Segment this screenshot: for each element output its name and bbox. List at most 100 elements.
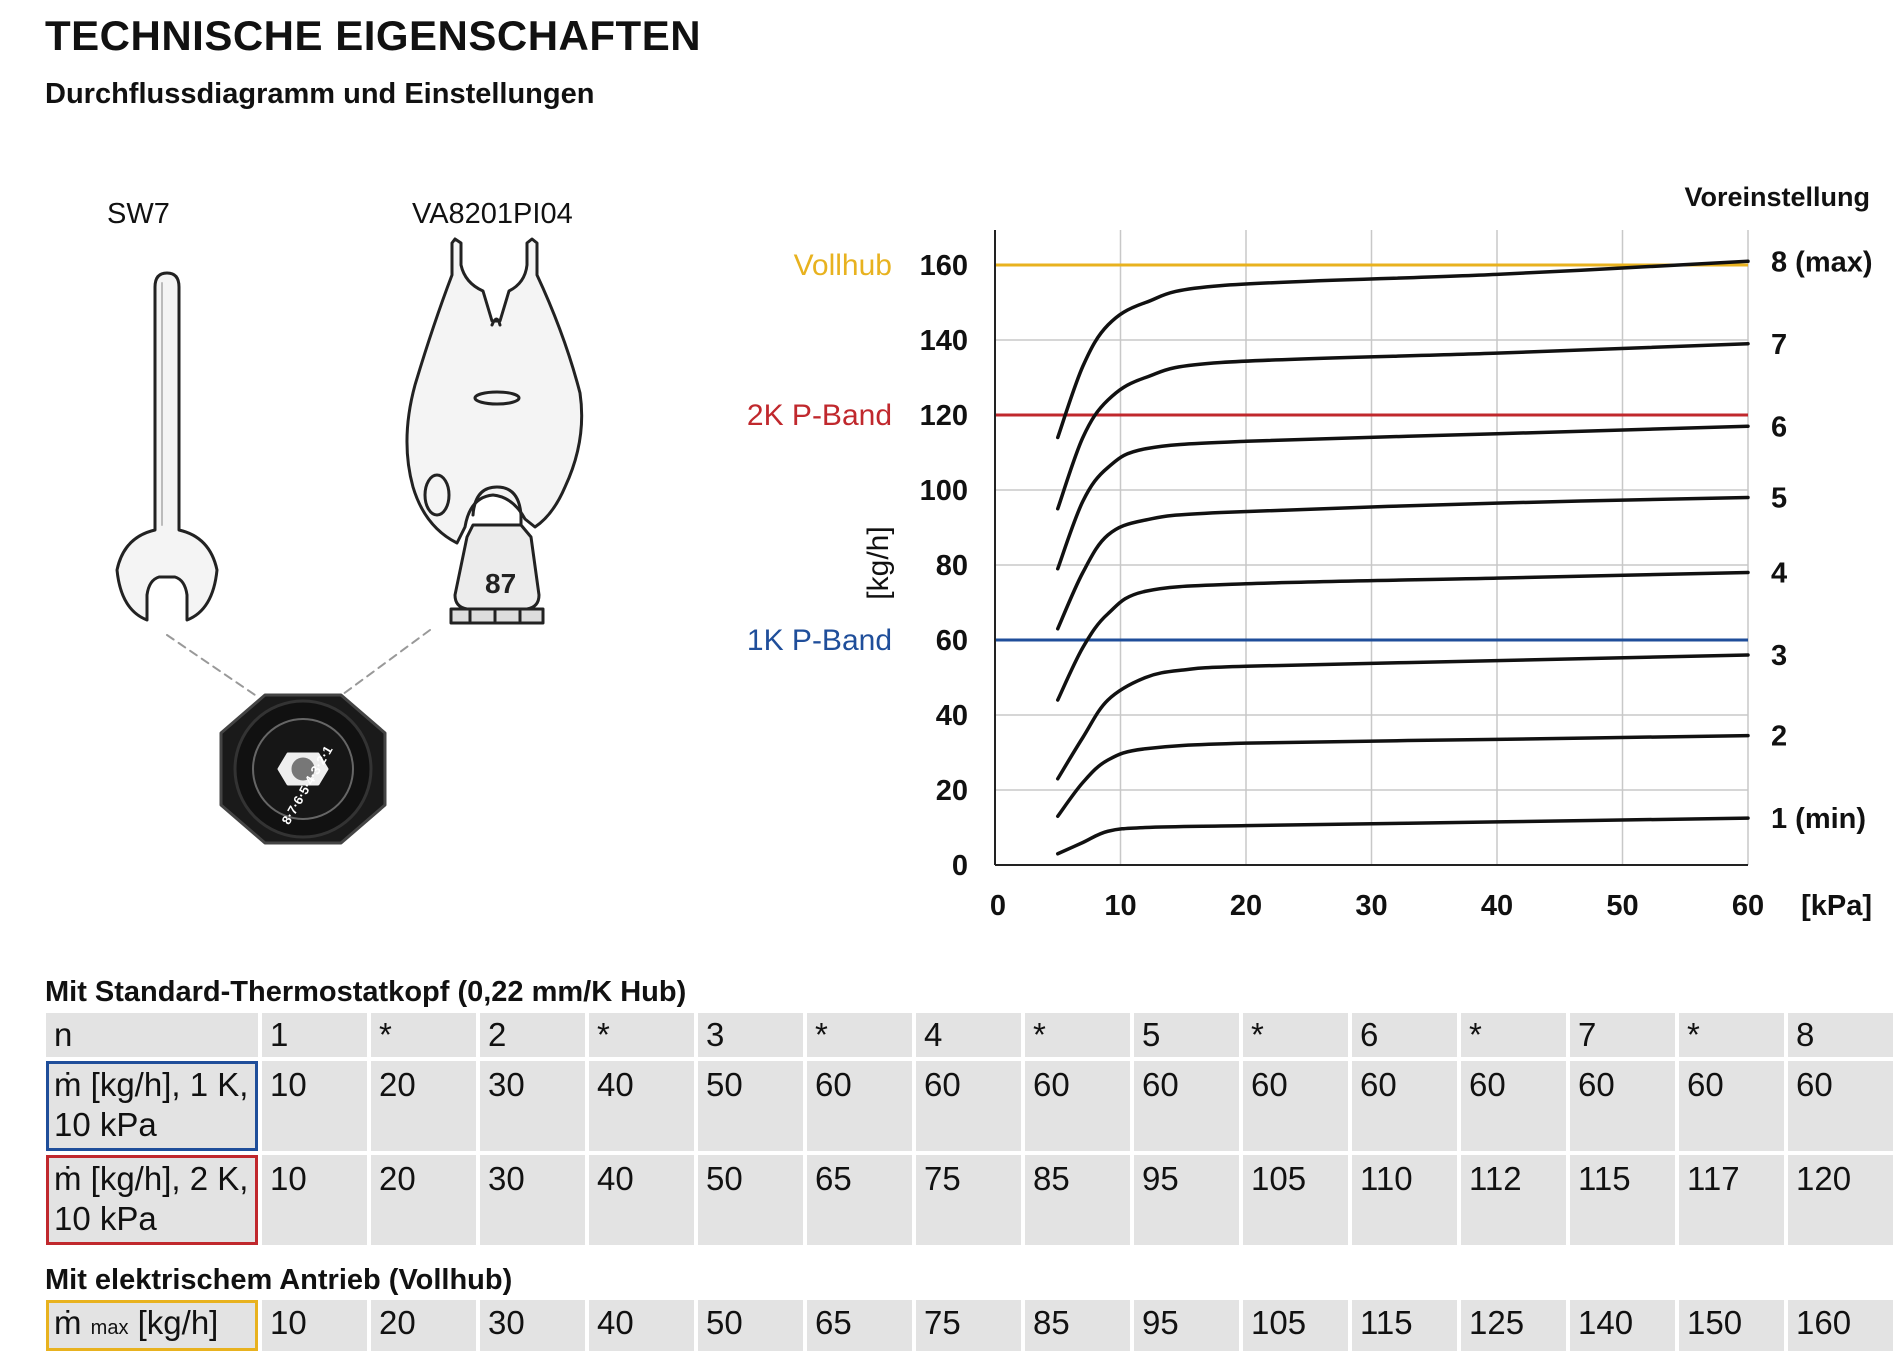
y-tick-label: 120: [920, 400, 968, 432]
series-line: [1056, 816, 1750, 856]
table-cell: 65: [807, 1300, 912, 1351]
series-label: 2: [1771, 721, 1787, 753]
table-cell: 115: [1352, 1300, 1457, 1351]
reference-line-label: Vollhub: [794, 249, 892, 282]
table-cell: 65: [807, 1155, 912, 1245]
row-label: ṁ [kg/h], 2 K, 10 kPa: [46, 1155, 258, 1245]
x-tick-label: 60: [1732, 890, 1764, 922]
table-cell: *: [807, 1013, 912, 1057]
row-label: ṁ [kg/h], 1 K, 10 kPa: [46, 1061, 258, 1151]
table-cell: 7: [1570, 1013, 1675, 1057]
table-cell: 10: [262, 1061, 367, 1151]
table-cell: 112: [1461, 1155, 1566, 1245]
table-cell: 60: [1025, 1061, 1130, 1151]
table-cell: 95: [1134, 1300, 1239, 1351]
table-cell: 60: [916, 1061, 1021, 1151]
table-cell: 160: [1788, 1300, 1893, 1351]
table-cell: 5: [1134, 1013, 1239, 1057]
y-tick-label: 20: [936, 775, 968, 807]
table-cell: 30: [480, 1061, 585, 1151]
standard-table-heading: Mit Standard-Thermostatkopf (0,22 mm/K H…: [45, 976, 687, 1008]
row-label: ṁ max [kg/h]: [46, 1300, 258, 1351]
series-line: [1056, 570, 1750, 702]
table-cell: 105: [1243, 1300, 1348, 1351]
table-row: ṁ max [kg/h] 10 20 30 40 50 65 75 85 95 105 115 125…: [46, 1300, 1893, 1351]
table-cell: 75: [916, 1300, 1021, 1351]
series-label: 8 (max): [1771, 246, 1873, 278]
table-cell: *: [1461, 1013, 1566, 1057]
electric-actuator-table: ṁ max [kg/h] 10 20 30 40 50 65 75 85 95 105 115 125…: [42, 1296, 1897, 1355]
table-cell: 10: [262, 1155, 367, 1245]
series-line: [1056, 342, 1750, 511]
table-cell: 140: [1570, 1300, 1675, 1351]
table-cell: *: [371, 1013, 476, 1057]
page-title: TECHNISCHE EIGENSCHAFTEN: [45, 12, 702, 59]
table-cell: 60: [1461, 1061, 1566, 1151]
table-cell: 60: [1352, 1061, 1457, 1151]
table-cell: 125: [1461, 1300, 1566, 1351]
y-tick-label: 160: [920, 250, 968, 282]
x-tick-label: 40: [1481, 890, 1513, 922]
table-cell: 117: [1679, 1155, 1784, 1245]
table-cell: 75: [916, 1155, 1021, 1245]
key-number-label: 87: [485, 568, 516, 599]
series-line: [1056, 733, 1750, 818]
chart-axes: 0 10 20 30 40 50 60 0 20 40 60 80 100 120 140 160: [920, 230, 1764, 922]
reference-line-label: 1K P-Band: [747, 624, 892, 657]
series-label: 5: [1771, 483, 1787, 515]
table-cell: 3: [698, 1013, 803, 1057]
table-row: ṁ [kg/h], 1 K, 10 kPa 10 20 30 40 50 60 60 60 60 6…: [46, 1061, 1893, 1151]
table-cell: *: [1243, 1013, 1348, 1057]
y-axis-label: [kg/h]: [862, 526, 895, 599]
table-cell: *: [1025, 1013, 1130, 1057]
table-cell: 1: [262, 1013, 367, 1057]
x-tick-label: 50: [1606, 890, 1638, 922]
table-cell: 40: [589, 1155, 694, 1245]
table-cell: 60: [1788, 1061, 1893, 1151]
table-cell: 50: [698, 1155, 803, 1245]
x-tick-label: 0: [990, 890, 1006, 922]
chart-series: 1 (min) 2 3 4 5 6 7 8 (max): [1056, 246, 1873, 856]
series-line: [1056, 653, 1750, 781]
y-tick-label: 40: [936, 700, 968, 732]
table-cell: 60: [1134, 1061, 1239, 1151]
actuator-table-heading: Mit elektrischem Antrieb (Vollhub): [45, 1264, 513, 1296]
table-cell: 20: [371, 1061, 476, 1151]
table-cell: 50: [698, 1061, 803, 1151]
table-cell: 2: [480, 1013, 585, 1057]
table-cell: 115: [1570, 1155, 1675, 1245]
table-cell: 40: [589, 1061, 694, 1151]
table-cell: *: [589, 1013, 694, 1057]
y-tick-label: 60: [936, 625, 968, 657]
table-row: n 1 * 2 * 3 * 4 * 5 * 6 * 7 * 8: [46, 1013, 1893, 1057]
table-cell: 85: [1025, 1155, 1130, 1245]
table-cell: 6: [1352, 1013, 1457, 1057]
series-line: [1056, 424, 1750, 571]
table-cell: 85: [1025, 1300, 1130, 1351]
x-tick-label: 20: [1230, 890, 1262, 922]
table-cell: 30: [480, 1155, 585, 1245]
table-cell: 30: [480, 1300, 585, 1351]
table-cell: 20: [371, 1155, 476, 1245]
reference-lines: Vollhub 2K P-Band 1K P-Band: [747, 249, 1748, 657]
y-tick-label: 100: [920, 475, 968, 507]
table-cell: 60: [1243, 1061, 1348, 1151]
flow-chart: Vollhub 2K P-Band 1K P-Band 1 (min) 2 3 4 5 6 7 8…: [747, 182, 1873, 922]
key-label: VA8201PI04: [412, 198, 573, 230]
valve-tools-illustration: 87 8·7·6·5·4·3·2·1: [115, 237, 584, 845]
series-label: 1 (min): [1771, 803, 1866, 835]
series-line: [1056, 259, 1750, 440]
x-axis-label: [kPa]: [1801, 890, 1872, 922]
x-tick-label: 10: [1104, 890, 1136, 922]
x-tick-label: 30: [1355, 890, 1387, 922]
table-cell: 60: [1570, 1061, 1675, 1151]
table-cell: 120: [1788, 1155, 1893, 1245]
table-cell: 60: [807, 1061, 912, 1151]
wrench-label: SW7: [107, 198, 170, 230]
table-cell: 110: [1352, 1155, 1457, 1245]
table-row: ṁ [kg/h], 2 K, 10 kPa 10 20 30 40 50 65 75 85 95 1…: [46, 1155, 1893, 1245]
reference-line-label: 2K P-Band: [747, 399, 892, 432]
row-label: n: [46, 1013, 258, 1057]
series-label: 4: [1771, 558, 1787, 590]
table-cell: 20: [371, 1300, 476, 1351]
